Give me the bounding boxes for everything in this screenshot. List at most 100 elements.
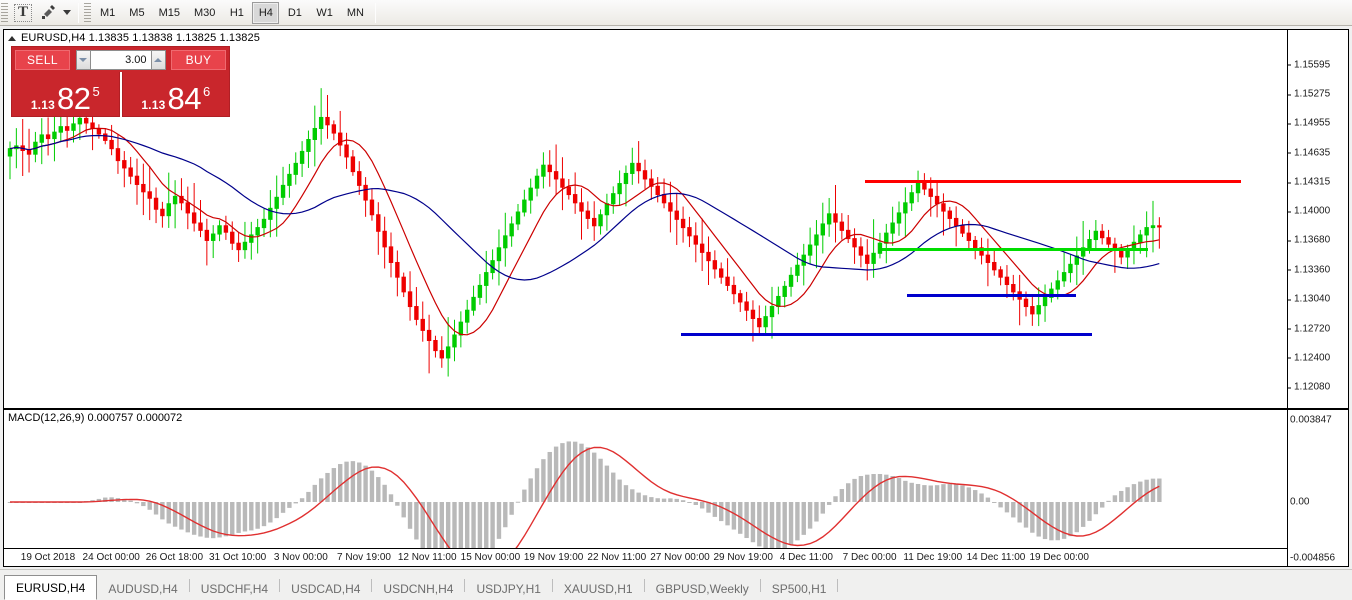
text-tool-icon[interactable]: T: [10, 1, 36, 25]
macd-bar: [973, 490, 978, 502]
chart-tab-usdchf[interactable]: USDCHF,H4: [200, 581, 269, 596]
price-pane[interactable]: [4, 30, 1287, 408]
macd-bar: [1004, 502, 1010, 513]
timeframe-m15[interactable]: M15: [158, 6, 180, 19]
macd-bar: [801, 502, 806, 535]
candle-body: [896, 212, 902, 224]
macd-pane[interactable]: MACD(12,26,9) 0.000757 0.000072: [4, 410, 1287, 566]
timeframe-h1[interactable]: H1: [229, 6, 244, 19]
chart-tab-usdcnh[interactable]: USDCNH,H4: [383, 581, 454, 596]
macd-tick: 0.00: [1290, 496, 1310, 508]
timeframe-d1[interactable]: D1: [287, 6, 302, 19]
candle-body: [1125, 249, 1130, 258]
candle-body: [909, 192, 914, 204]
macd-bar: [407, 502, 413, 529]
macd-bar: [293, 502, 298, 504]
volume-increase-button[interactable]: [150, 49, 166, 70]
macd-bar: [788, 502, 794, 546]
timeframe-m30[interactable]: M30: [193, 6, 216, 19]
timeframe-h4[interactable]: H4: [252, 1, 280, 24]
macd-bar: [1112, 495, 1118, 502]
chart-tab-xauusd[interactable]: XAUUSD,H1: [563, 581, 633, 596]
chart-tab-gbpusd[interactable]: GBPUSD,Weekly: [655, 581, 749, 596]
macd-bar: [452, 502, 457, 566]
timeframe-mn[interactable]: MN: [346, 6, 364, 19]
macd-bar: [350, 461, 356, 502]
candle-body: [941, 203, 946, 212]
midline-green[interactable]: [882, 247, 1148, 251]
support-line-upper-blue[interactable]: [907, 293, 1076, 297]
time-scale[interactable]: 19 Oct 2018 24 Oct 00:00 26 Oct 18:00 31 Oc…: [4, 548, 1287, 566]
candle-body: [255, 227, 260, 236]
timeframe-m5[interactable]: M5: [129, 6, 145, 19]
macd-bar: [865, 474, 870, 502]
chart-window[interactable]: EURUSD,H4 1.13835 1.13838 1.13825 1.1382…: [3, 29, 1349, 567]
macd-scale[interactable]: 0.003847 0.00 -0.004856: [1287, 410, 1348, 566]
macd-bar: [439, 502, 444, 566]
candle-body: [890, 222, 895, 234]
macd-bar: [725, 502, 730, 526]
candle-body: [103, 133, 108, 141]
timeframe-m1[interactable]: M1: [100, 6, 116, 19]
buy-button[interactable]: BUY: [171, 49, 226, 70]
resistance-line[interactable]: [865, 179, 1241, 183]
candle-body: [185, 202, 191, 214]
candle-body: [763, 316, 768, 328]
price-tick: 1.15595: [1288, 59, 1330, 70]
candle-body: [668, 202, 673, 212]
candle-body: [401, 276, 406, 293]
candle-body: [452, 334, 457, 348]
macd-bar: [979, 493, 984, 502]
candle-body: [236, 242, 241, 251]
macd-bar: [731, 502, 737, 530]
macd-bar: [376, 477, 381, 502]
buy-price-main: 84: [167, 81, 201, 116]
volume-decrease-button[interactable]: [75, 49, 91, 70]
candle-body: [826, 213, 832, 225]
crosshair-tool-icon[interactable]: [36, 1, 62, 25]
candle-body: [45, 134, 51, 140]
candle-body: [414, 306, 419, 320]
candle-body: [541, 164, 546, 177]
candle-body: [331, 124, 337, 134]
macd-bar: [668, 498, 673, 502]
macd-bar: [509, 502, 514, 515]
candle-body: [903, 202, 908, 214]
time-tick: 4 Dec 11:00: [779, 552, 833, 563]
price-tick: 1.14000: [1288, 206, 1330, 217]
macd-bar: [103, 497, 108, 502]
tab-divider: [551, 578, 553, 592]
chart-tab-usdcad[interactable]: USDCAD,H4: [291, 581, 361, 596]
volume-input[interactable]: 3.00: [90, 49, 151, 70]
macd-bar: [1125, 487, 1130, 502]
toolbar-grip-1[interactable]: [1, 2, 8, 23]
candle-body: [795, 264, 800, 276]
macd-bar: [515, 501, 521, 503]
tab-divider: [464, 578, 466, 592]
chevron-down-icon[interactable]: [63, 10, 71, 15]
macd-bar: [1093, 502, 1099, 515]
macd-bar: [490, 502, 495, 550]
toolbar-grip-2[interactable]: [84, 2, 91, 23]
chart-tab-sp500[interactable]: SP500,H1: [771, 581, 827, 596]
sell-button[interactable]: SELL: [15, 49, 70, 70]
chart-tab-eurusd[interactable]: EURUSD,H4: [4, 575, 98, 600]
price-scale[interactable]: 1.15595 1.15275 1.14955 1.14635 1.14315 1.140…: [1287, 30, 1348, 408]
chart-tab-audusd[interactable]: AUDUSD,H4: [108, 581, 178, 596]
candle-body: [363, 184, 368, 201]
macd-bar: [941, 484, 946, 502]
support-line-lower-blue[interactable]: [681, 333, 1092, 337]
chart-title-bar: EURUSD,H4 1.13835 1.13838 1.13825 1.1382…: [4, 30, 260, 46]
macd-bar: [928, 485, 933, 502]
macd-bar: [242, 502, 248, 532]
candle-body: [407, 291, 413, 308]
timeframe-w1[interactable]: W1: [316, 6, 333, 19]
time-tick: 7 Nov 19:00: [337, 552, 391, 563]
macd-bar: [820, 502, 825, 514]
candle-body: [522, 199, 527, 213]
chart-tab-usdjpy[interactable]: USDJPY,H1: [476, 581, 541, 596]
macd-bar: [858, 476, 864, 502]
buy-price-quote[interactable]: 1.13 84 6: [121, 72, 230, 117]
sell-price-quote[interactable]: 1.13 82 5: [11, 72, 120, 117]
volume-stepper[interactable]: 3.00: [75, 49, 166, 70]
